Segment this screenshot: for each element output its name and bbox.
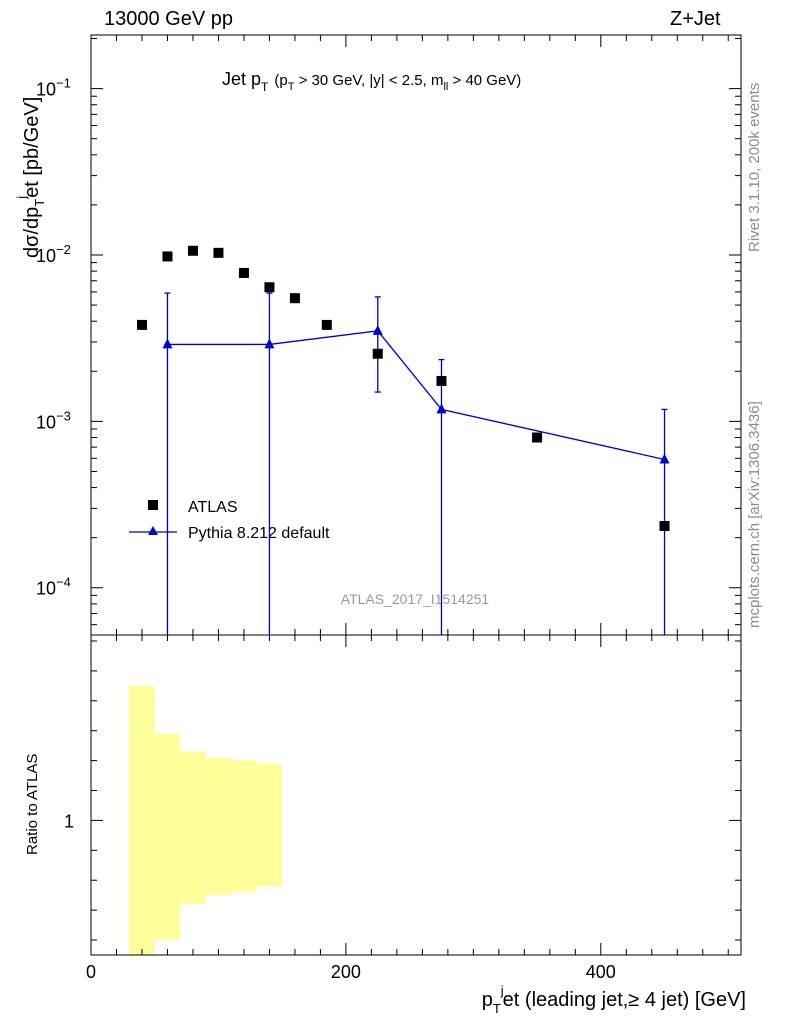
ratio-y-tick-label: 1 [64,811,74,831]
x-label-sup: j [500,983,504,998]
y-tick-label: 10−2 [36,242,71,266]
y-label-a: dσ/dp [21,207,43,258]
atlas-point [289,293,300,304]
y-tick-base: 10 [36,80,56,100]
header-channel: Z+Jet [670,8,721,30]
atlas-point [659,521,670,532]
y-label-b: et [pb/GeV] [21,97,43,198]
y-label-sub: T [32,199,47,207]
x-label-a: p [482,989,493,1011]
x-label-b: et (leading jet,≥ 4 jet) [GeV] [503,989,746,1011]
title-cond-3: > 40 GeV) [448,72,521,89]
y-tick-base: 10 [36,412,56,432]
ratio-band-bin [256,763,283,887]
atlas-point [162,251,173,262]
atlas-point [136,319,147,330]
y-tick-label: 10−4 [36,575,71,599]
legend-atlas-marker [148,500,158,510]
atlas-point [213,247,224,258]
main-panel: 10−110−210−310−4 Jet pT (pT > 30 GeV, |y|… [14,34,742,636]
ratio-band-bin [154,733,181,941]
atlas-point [187,245,198,256]
title-cond-2-sub: ll [443,81,448,93]
legend-pythia-label: Pythia 8.212 default [188,525,330,542]
ratio-band-bin [180,751,206,905]
title-cond-1-sub: T [288,81,295,93]
atlas-point [264,282,275,293]
ratio-y-ticks: 1 [64,640,741,941]
x-axis-label: pTjet (leading jet,≥ 4 jet) [GeV] [482,983,746,1016]
main-y-ticks: 10−110−210−310−4 [36,38,741,626]
atlas-point [532,432,543,443]
ratio-band [129,685,283,955]
pythia-point [162,338,173,349]
x-tick-label: 200 [331,962,361,982]
ratio-panel: 1 0 200 400 Ratio to ATLAS pTjet (leading … [24,634,746,1016]
plot-title: Jet pT (pT > 30 GeV, |y| < 2.5, mll > 40 … [222,69,521,94]
title-main: Jet p [222,69,261,89]
atlas-point [436,375,447,386]
header-process: 13000 GeV pp [104,8,233,30]
atlas-point [372,348,383,359]
pythia-line [167,330,665,461]
ratio-band-bin [205,757,232,896]
atlas-series [136,245,670,532]
ratio-x-ticks: 0 200 400 [86,635,729,982]
y-tick-label: 10−1 [36,76,71,100]
analysis-watermark: ATLAS_2017_I1514251 [341,591,490,607]
y-tick-exp: −1 [56,76,71,91]
title-cond-2: > 30 GeV, |y| < 2.5, m [294,72,443,89]
x-tick-label: 0 [86,962,96,982]
atlas-point [238,267,249,278]
legend: ATLAS Pythia 8.212 default [129,499,330,542]
x-tick-label: 400 [586,962,616,982]
legend-pythia-marker [148,526,158,535]
y-tick-exp: −2 [56,242,71,257]
ratio-y-label: Ratio to ATLAS [24,754,41,855]
ratio-band-bin [231,760,257,893]
main-frame [90,34,742,636]
title-main-sub: T [261,80,269,94]
y-tick-base: 10 [36,579,56,599]
legend-atlas-label: ATLAS [188,499,238,516]
ratio-band-bin [129,685,155,955]
y-tick-label: 10−3 [36,408,71,432]
main-y-label: dσ/dpTjet [pb/GeV] [14,97,47,258]
y-tick-base: 10 [36,246,56,266]
x-label-sub: T [493,1001,501,1016]
pythia-point [436,403,447,414]
title-cond-1: (p [274,72,287,89]
y-tick-exp: −3 [56,408,71,423]
ratio-frame [90,634,742,956]
pythia-point [659,453,670,464]
atlas-point [321,319,332,330]
y-tick-exp: −4 [56,575,71,590]
pythia-point [372,324,383,335]
pythia-series [162,292,670,635]
pythia-point [264,338,275,349]
y-label-sup: j [14,196,29,200]
main-x-ticks [90,35,729,635]
